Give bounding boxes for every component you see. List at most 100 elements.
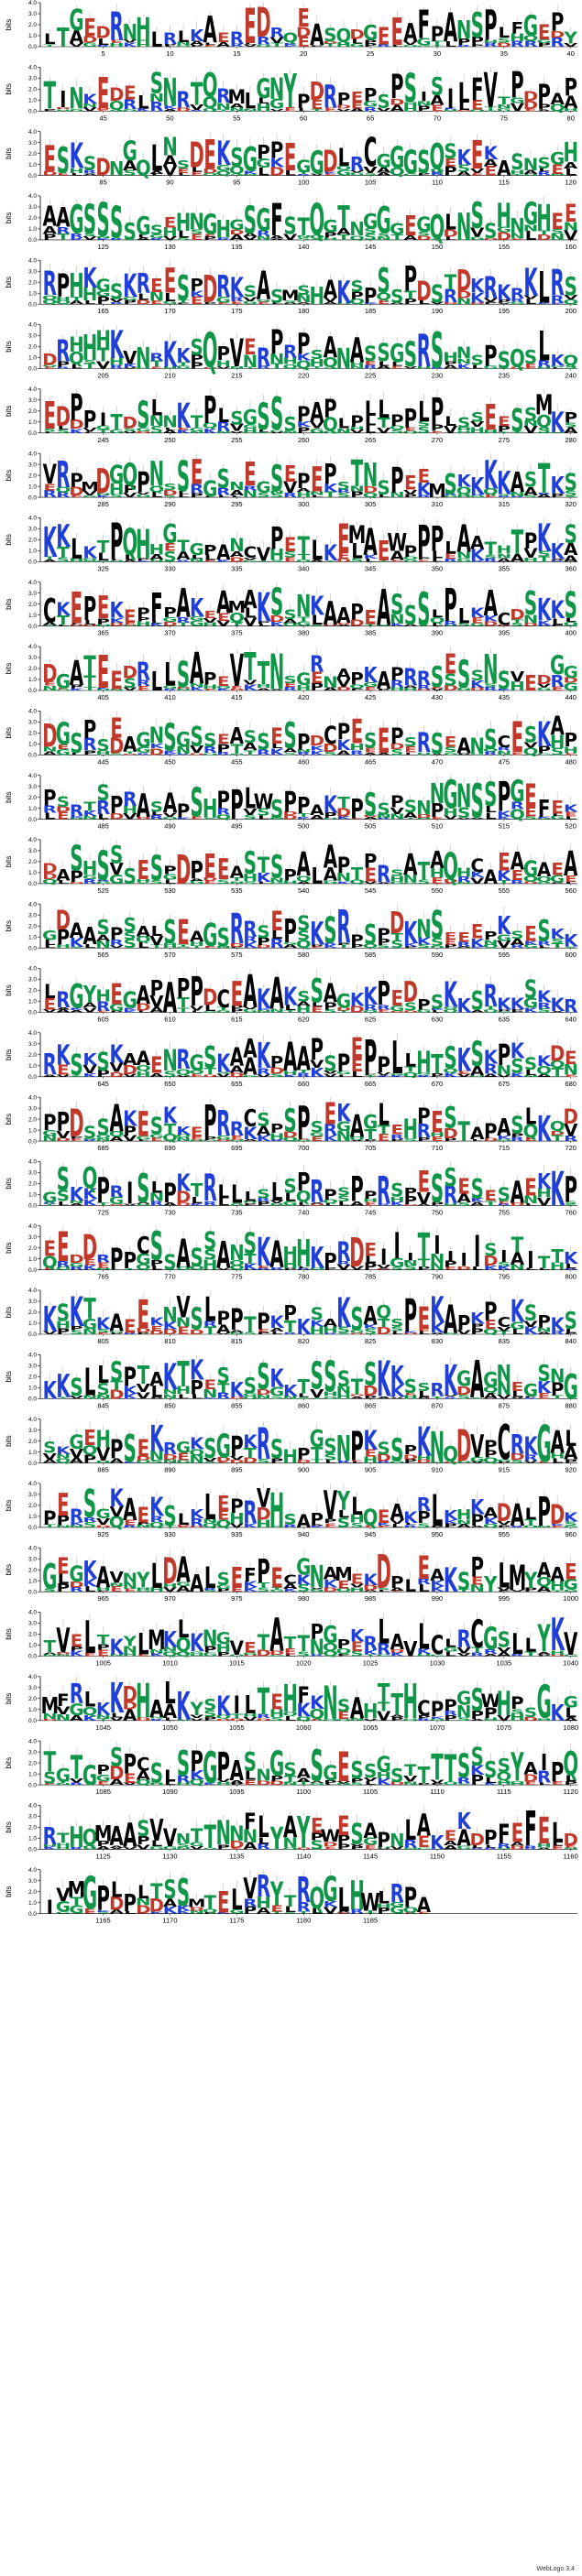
logo-letter: D — [56, 401, 71, 432]
logo-letter: L — [538, 262, 550, 313]
x-tick-label: 800 — [565, 1273, 577, 1281]
logo-letter: V — [564, 294, 578, 301]
logo-letter: L — [565, 1426, 577, 1451]
y-axis-label: bits — [5, 1628, 13, 1639]
logo-letter: K — [230, 271, 245, 303]
logo-letter: E — [284, 136, 297, 179]
x-tick-label: 505 — [365, 822, 377, 831]
logo-letter: A — [230, 723, 245, 750]
logo-letter: L — [378, 360, 390, 367]
y-tick-label: 4.0 — [28, 451, 37, 457]
y-axis-label: bits — [5, 277, 13, 288]
logo-letter: A — [390, 103, 404, 114]
logo-letter: P — [511, 65, 524, 106]
logo-letter: D — [323, 41, 338, 45]
logo-letter: A — [403, 18, 418, 48]
logo-letter: R — [123, 97, 137, 113]
logo-letter: S — [203, 1041, 216, 1076]
x-tick-label: 890 — [164, 1466, 176, 1474]
y-tick-label: 1.0 — [28, 162, 37, 168]
logo-letter: V — [230, 332, 244, 375]
logo-letter: A — [484, 584, 499, 625]
y-tick-label: 0.0 — [28, 1010, 37, 1016]
logo-letter: F — [418, 2, 431, 48]
logo-letter: K — [176, 1170, 191, 1197]
logo-letter: P — [564, 1170, 577, 1211]
logo-letter: D — [536, 234, 551, 242]
logo-letter: S — [83, 152, 96, 174]
logo-letter: P — [297, 1446, 310, 1464]
y-tick-label: 0.0 — [28, 560, 37, 566]
logo-letter: K — [283, 45, 299, 47]
x-tick-label: 255 — [231, 436, 243, 444]
logo-letter: G — [229, 174, 244, 176]
logo-letter: S — [324, 1435, 336, 1460]
logo-letter: E — [150, 366, 163, 369]
logo-letter: R — [363, 106, 377, 113]
logo-letter: K — [176, 1684, 191, 1729]
x-tick-label: 265 — [365, 436, 377, 444]
logo-letter: L — [445, 1636, 456, 1649]
logo-letter: E — [390, 10, 403, 54]
logo-letter: A — [564, 92, 577, 113]
x-tick-label: 170 — [164, 307, 176, 315]
y-tick-label: 1.0 — [28, 1127, 37, 1134]
logo-letter: I — [527, 1247, 533, 1274]
logo-letter: L — [245, 43, 257, 46]
logo-letter: N — [243, 108, 258, 112]
logo-letter: D — [469, 302, 484, 305]
logo-letter: D — [203, 367, 217, 369]
logo-letter: A — [523, 169, 538, 176]
logo-letter: D — [456, 110, 471, 112]
logo-letter: G — [256, 202, 270, 239]
logo-letter: N — [162, 132, 178, 161]
logo-letter: D — [176, 107, 191, 113]
logo-letter: V — [564, 43, 578, 49]
y-tick-label: 2.0 — [28, 602, 37, 608]
logo-letter: R — [444, 287, 457, 308]
logo-letter: T — [97, 1633, 110, 1648]
logo-letter: P — [163, 44, 176, 46]
logo-letter: A — [123, 158, 137, 174]
logo-letter: V — [82, 106, 97, 113]
x-tick-label: 840 — [565, 1337, 577, 1345]
x-tick-label: 270 — [432, 436, 444, 444]
logo-letter: L — [71, 364, 82, 371]
logo-letter: S — [137, 396, 149, 438]
x-tick-label: 660 — [298, 1080, 310, 1088]
logo-letter: K — [176, 344, 191, 367]
logo-letter: A — [444, 364, 458, 370]
logo-letter: D — [310, 77, 324, 106]
x-tick-label: 405 — [97, 693, 109, 701]
logo-letter: D — [82, 1228, 97, 1268]
x-tick-label: 830 — [432, 1337, 444, 1345]
logo-letter: T — [418, 1226, 431, 1268]
logo-letter: K — [564, 1510, 578, 1525]
logo-letter: Q — [563, 299, 578, 306]
x-tick-label: 670 — [432, 1080, 444, 1088]
logo-letter: S — [324, 1052, 336, 1077]
x-tick-label: 680 — [565, 1080, 577, 1088]
logo-letter: P — [96, 294, 110, 307]
logo-letter: S — [431, 238, 444, 240]
logo-letter: P — [57, 360, 70, 369]
logo-letter: K — [56, 599, 71, 620]
logo-letter: P — [564, 409, 577, 427]
logo-letter: P — [324, 458, 336, 491]
logo-letter: D — [497, 230, 511, 243]
logo-letter: Q — [42, 364, 58, 367]
logo-letter: K — [56, 1039, 71, 1072]
logo-letter: R — [216, 270, 230, 305]
logo-letter: T — [538, 229, 550, 236]
x-tick-label: 305 — [365, 500, 377, 508]
logo-letter: V — [403, 1636, 418, 1661]
y-tick-label: 2.0 — [28, 22, 37, 28]
y-tick-label: 4.0 — [28, 322, 37, 329]
logo-letter: Q — [430, 136, 445, 178]
logo-letter: K — [56, 517, 71, 554]
x-tick-label: 215 — [231, 372, 243, 380]
y-axis-label: bits — [5, 1500, 13, 1511]
logo-letter: G — [564, 1694, 578, 1712]
logo-letter: G — [203, 477, 217, 502]
